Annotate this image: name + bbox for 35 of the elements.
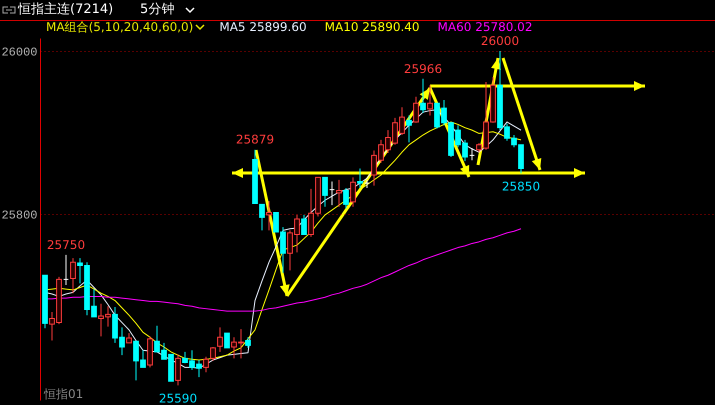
annotation: 25850: [502, 179, 540, 194]
annotation: 25750: [46, 238, 86, 252]
candlestick: [357, 168, 363, 189]
candlestick: [63, 254, 69, 286]
candlestick: [175, 354, 181, 386]
y-tick-label: 25800: [1, 208, 38, 223]
candlestick: [322, 176, 328, 208]
annotation: 25879: [236, 132, 274, 147]
candlestick: [224, 332, 230, 348]
chart-subtitle: 5分钟: [140, 1, 174, 19]
candlestick: [427, 84, 433, 116]
candlestick: [343, 188, 349, 209]
candlestick: [126, 332, 132, 344]
candlestick: [469, 148, 475, 161]
candlestick: [70, 258, 76, 294]
candlestick: [336, 179, 342, 208]
text: MA5 25899.60: [219, 20, 307, 34]
annotation: 26000: [480, 34, 520, 48]
candlestick: [301, 214, 307, 235]
text: MA10 25890.40: [324, 20, 420, 34]
candlestick: [413, 96, 419, 124]
candlestick: [350, 176, 356, 208]
candlestick: [420, 78, 426, 114]
text: MA60 25780.02: [438, 20, 532, 34]
candlestick: [217, 326, 223, 352]
annotation: 25590: [158, 391, 198, 405]
candlestick: [245, 336, 251, 348]
text: MA组合(5,10,20,40,60,0): [46, 20, 194, 34]
annotation: 25966: [404, 62, 442, 76]
candlestick: [329, 180, 335, 206]
candlestick: [259, 204, 265, 231]
candlestick: [406, 114, 412, 143]
chart-title: 恒指主连(7214): [18, 1, 114, 19]
candlestick: [266, 200, 272, 231]
annotation: 恒指01: [44, 386, 84, 403]
